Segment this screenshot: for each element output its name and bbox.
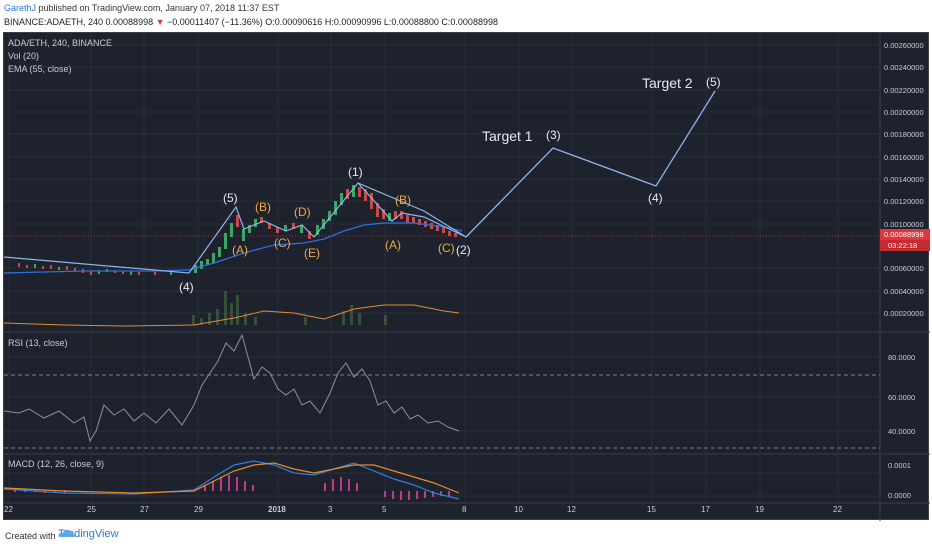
- time-tick: 8: [462, 505, 467, 514]
- wave-3-label[interactable]: (3): [546, 128, 561, 142]
- wave-2-label[interactable]: (2): [456, 243, 471, 257]
- price-tick: 0.00240000: [884, 63, 924, 72]
- wave-1-label[interactable]: (1): [348, 165, 363, 179]
- price-tick: 0.00060000: [884, 264, 924, 273]
- time-tick: 19: [755, 505, 764, 514]
- time-tick: 15: [647, 505, 656, 514]
- down-arrow-icon: ▼: [155, 17, 165, 27]
- price-axis[interactable]: 0.00260000 0.00240000 0.00220000 0.00200…: [884, 33, 930, 333]
- volume-bars: [192, 291, 387, 325]
- countdown-tag: [880, 240, 930, 251]
- price-change: −0.00011407 (−11.36%): [164, 17, 266, 27]
- target-1-label[interactable]: Target 1: [482, 128, 533, 144]
- rsi-line: [4, 333, 460, 443]
- wave-5-target-label[interactable]: (5): [706, 75, 721, 89]
- price-tick: 0.00140000: [884, 175, 924, 184]
- time-tick: 22: [4, 505, 13, 514]
- chart-canvas[interactable]: [4, 33, 930, 521]
- wave-4-target-label[interactable]: (4): [648, 191, 663, 205]
- projection-line[interactable]: [465, 90, 716, 238]
- price-tick: 0.00040000: [884, 287, 924, 296]
- time-tick: 10: [514, 505, 523, 514]
- publish-header: GarethJ published on TradingView.com, Ja…: [0, 0, 932, 32]
- current-price-tag: [880, 229, 930, 240]
- chart-area[interactable]: ADA/ETH, 240, BINANCE Vol (20) EMA (55, …: [3, 32, 930, 521]
- tradingview-cloud-icon: [58, 529, 75, 537]
- time-axis[interactable]: 22 25 27 29 2018 3 5 8 10 12 15 17 19 22: [4, 505, 880, 521]
- symbol-legend[interactable]: ADA/ETH, 240, BINANCE: [8, 38, 113, 48]
- wave-b2-label[interactable]: (B): [395, 193, 411, 207]
- time-tick: 12: [567, 505, 576, 514]
- footer: Created with TradingView: [0, 522, 932, 550]
- target-2-label[interactable]: Target 2: [642, 75, 693, 91]
- time-tick: 17: [701, 505, 710, 514]
- publish-text: published on TradingView.com, January 07…: [36, 3, 280, 13]
- price-tick: 0.00220000: [884, 86, 924, 95]
- macd-signal-line: [4, 462, 460, 494]
- price-tick: 0.00160000: [884, 153, 924, 162]
- tradingview-logo-link[interactable]: TradingView: [58, 528, 119, 540]
- time-tick: 27: [140, 505, 149, 514]
- wave-e-label[interactable]: (E): [304, 246, 320, 260]
- macd-legend[interactable]: MACD (12, 26, close, 9): [8, 459, 105, 469]
- time-tick: 5: [382, 505, 387, 514]
- wave-a-label[interactable]: (A): [232, 243, 248, 257]
- rally-candles: [194, 185, 457, 273]
- publish-info: GarethJ published on TradingView.com, Ja…: [4, 3, 279, 13]
- symbol-price: BINANCE:ADAETH, 240 0.00088998: [4, 17, 156, 27]
- rsi-legend[interactable]: RSI (13, close): [8, 338, 68, 348]
- macd-axis[interactable]: 0.0001 0.0000: [888, 455, 930, 503]
- price-tick: 0.00260000: [884, 41, 924, 50]
- tradingview-brand: TradingView: [58, 528, 119, 540]
- wave-a2-label[interactable]: (A): [385, 238, 401, 252]
- price-tick: 0.00180000: [884, 130, 924, 139]
- price-tick: 0.00100000: [884, 220, 924, 229]
- time-tick: 22: [833, 505, 842, 514]
- rsi-tick: 80.0000: [888, 353, 916, 362]
- volume-ma-line: [4, 304, 460, 327]
- author-link[interactable]: GarethJ: [4, 3, 37, 13]
- wave-c-label[interactable]: (C): [274, 236, 291, 250]
- price-tick: 0.00120000: [884, 197, 924, 206]
- wave-5-label[interactable]: (5): [223, 191, 238, 205]
- ohlc-values: O:0.00090616 H:0.00090996 L:0.00088800 C…: [265, 17, 498, 27]
- elliott-wave-line[interactable]: [4, 182, 467, 274]
- time-tick: 25: [87, 505, 96, 514]
- current-price-label: 0.00088998: [884, 230, 924, 239]
- symbol-ohlc-line: BINANCE:ADAETH, 240 0.00088998 ▼ −0.0001…: [4, 17, 498, 27]
- created-with-text: Created with: [5, 531, 56, 541]
- countdown-label: 03:22:18: [888, 241, 918, 250]
- rsi-tick: 60.0000: [888, 393, 916, 402]
- time-tick: 29: [194, 505, 203, 514]
- volume-legend[interactable]: Vol (20): [8, 51, 40, 61]
- ema-legend[interactable]: EMA (55, close): [8, 64, 72, 74]
- macd-histogram: [14, 475, 450, 500]
- macd-tick: 0.0000: [888, 491, 911, 500]
- price-tick: 0.00200000: [884, 108, 924, 117]
- wave-b-label[interactable]: (B): [255, 200, 271, 214]
- rsi-axis[interactable]: 80.0000 60.0000 40.0000: [888, 333, 930, 453]
- wave-4-label[interactable]: (4): [179, 280, 194, 294]
- macd-tick: 0.0001: [888, 461, 911, 470]
- price-tick: 0.00020000: [884, 309, 924, 318]
- time-tick: 3: [328, 505, 333, 514]
- time-tick: 2018: [268, 505, 286, 514]
- trendline[interactable]: [357, 182, 467, 238]
- rsi-tick: 40.0000: [888, 427, 916, 436]
- wave-c2-label[interactable]: (C): [438, 241, 455, 255]
- wave-d-label[interactable]: (D): [294, 205, 311, 219]
